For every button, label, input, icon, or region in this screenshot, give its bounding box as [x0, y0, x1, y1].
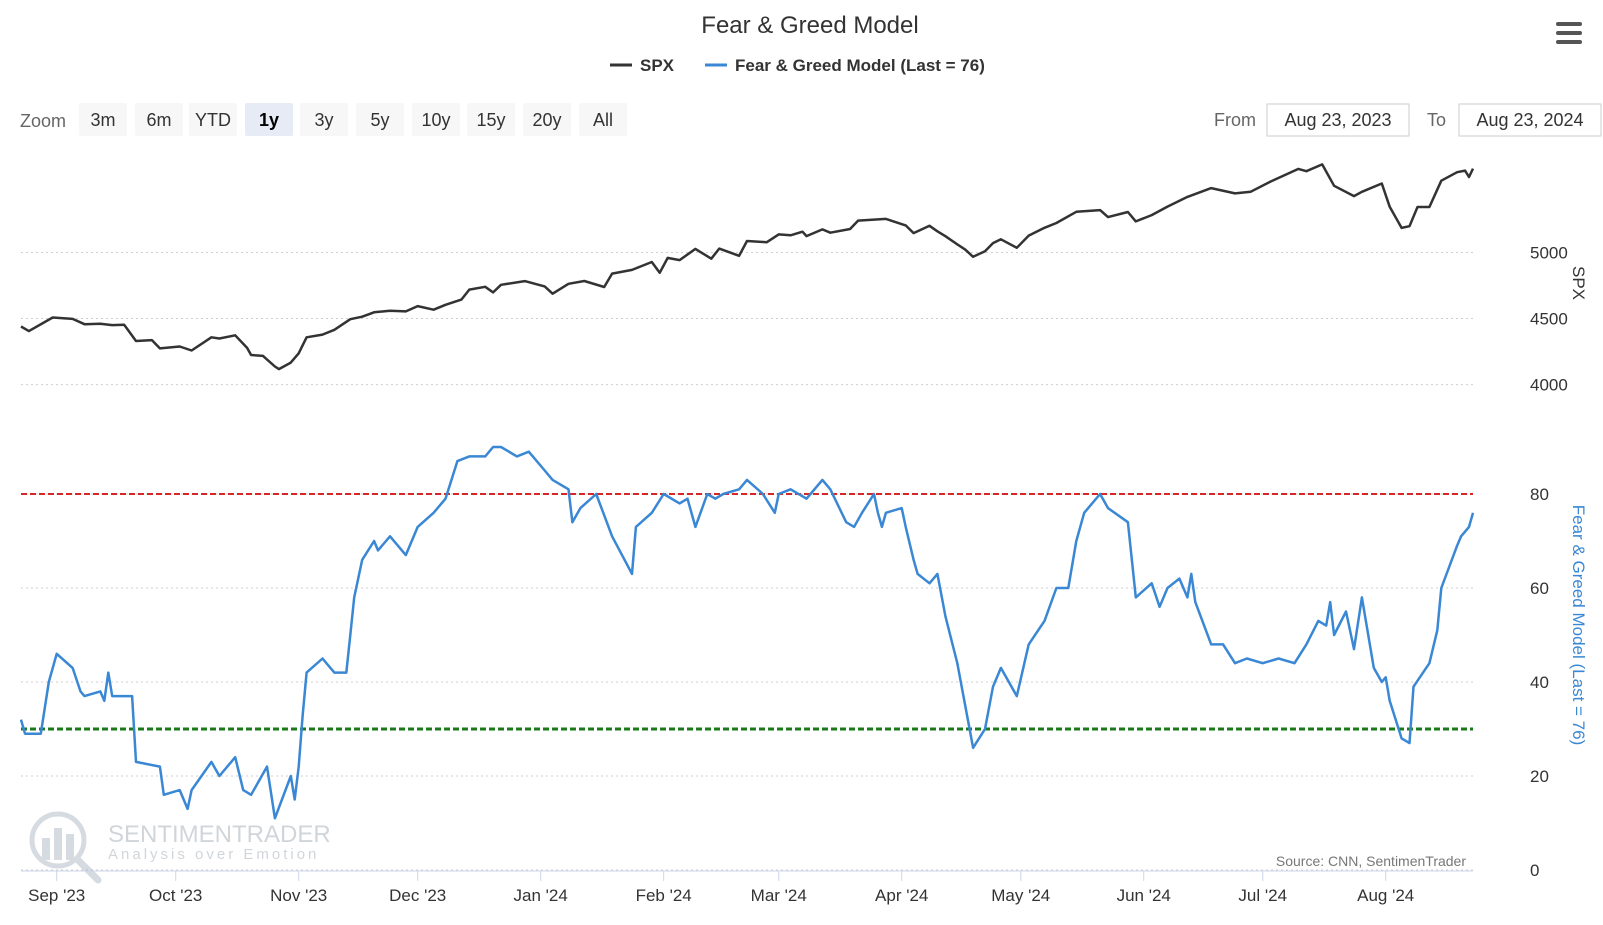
reference-lines — [21, 493, 1473, 731]
watermark-tagline: Analysis over Emotion — [108, 846, 319, 863]
y-tick-label: 20 — [1530, 767, 1549, 786]
zoom-button-label: 3m — [90, 110, 115, 130]
hamburger-menu-icon[interactable] — [1556, 22, 1582, 44]
to-date-value: Aug 23, 2024 — [1476, 110, 1583, 130]
y-axis-title: SPX — [1569, 266, 1588, 300]
zoom-button-label: YTD — [195, 110, 231, 130]
series-line-fear-greed — [19, 445, 1475, 820]
watermark-brand: SENTIMENTRADER — [108, 821, 331, 848]
legend: SPX Fear & Greed Model (Last = 76) — [610, 56, 985, 75]
zoom-button-1y[interactable]: 1y — [245, 103, 293, 136]
legend-item-spx[interactable]: SPX — [610, 56, 675, 75]
y-axis-title: Fear & Greed Model (Last = 76) — [1569, 505, 1588, 745]
zoom-button-label: All — [593, 110, 613, 130]
legend-item-fear-greed[interactable]: Fear & Greed Model (Last = 76) — [705, 56, 985, 75]
zoom-button-label: 15y — [476, 110, 505, 130]
series-line-spx — [20, 163, 1475, 371]
watermark-logo-icon — [29, 811, 102, 884]
x-tick-label: Mar '24 — [751, 886, 807, 905]
y-tick-label: 40 — [1530, 673, 1549, 692]
zoom-button-all[interactable]: All — [579, 103, 627, 136]
zoom-button-15y[interactable]: 15y — [467, 103, 515, 136]
y-tick-label: 60 — [1530, 579, 1549, 598]
from-date-input[interactable] — [1266, 103, 1410, 137]
legend-label-spx: SPX — [640, 56, 675, 75]
zoom-button-label: 3y — [314, 110, 333, 130]
series-layer — [19, 163, 1475, 820]
to-label: To — [1427, 110, 1446, 130]
chart-title: Fear & Greed Model — [701, 12, 918, 39]
y-tick-label: 80 — [1530, 485, 1549, 504]
zoom-button-20y[interactable]: 20y — [523, 103, 571, 136]
x-tick-label: Jan '24 — [514, 886, 568, 905]
source-note: Source: CNN, SentimenTrader — [1276, 853, 1466, 869]
zoom-button-10y[interactable]: 10y — [412, 103, 460, 136]
grid-layer — [21, 251, 1473, 871]
zoom-label: Zoom — [20, 111, 66, 131]
zoom-button-ytd[interactable]: YTD — [189, 103, 237, 136]
sentimentrader-watermark: SENTIMENTRADER Analysis over Emotion — [29, 811, 331, 884]
from-label: From — [1214, 110, 1256, 130]
date-range: From Aug 23, 2023 To Aug 23, 2024 — [1214, 103, 1602, 137]
x-tick-label: Jul '24 — [1238, 886, 1287, 905]
from-date-value: Aug 23, 2023 — [1284, 110, 1391, 130]
zoom-buttons: 3m 6m YTD 1y 3y 5y 10y 15y 20y All — [79, 103, 627, 136]
zoom-button-label: 6m — [146, 110, 171, 130]
x-tick-label: Apr '24 — [875, 886, 928, 905]
y-tick-label: 4500 — [1530, 310, 1568, 329]
zoom-control: Zoom 3m 6m YTD 1y 3y 5y 10y 15y 20y All — [20, 103, 627, 136]
y-tick-label: 0 — [1530, 861, 1539, 880]
zoom-button-3y[interactable]: 3y — [300, 103, 348, 136]
x-tick-label: Oct '23 — [149, 886, 202, 905]
zoom-button-label: 5y — [370, 110, 389, 130]
x-tick-label: Sep '23 — [28, 886, 85, 905]
x-tick-label: Feb '24 — [636, 886, 692, 905]
x-tick-label: Aug '24 — [1357, 886, 1414, 905]
x-tick-label: Nov '23 — [270, 886, 327, 905]
zoom-button-3m[interactable]: 3m — [79, 103, 127, 136]
legend-label-fear-greed: Fear & Greed Model (Last = 76) — [735, 56, 985, 75]
zoom-button-6m[interactable]: 6m — [135, 103, 183, 136]
zoom-button-label: 1y — [259, 110, 279, 130]
zoom-button-label: 20y — [532, 110, 561, 130]
y-tick-label: 4000 — [1530, 376, 1568, 395]
to-date-input[interactable] — [1458, 103, 1602, 137]
zoom-button-5y[interactable]: 5y — [356, 103, 404, 136]
x-tick-label: Dec '23 — [389, 886, 446, 905]
zoom-button-label: 10y — [421, 110, 450, 130]
y-tick-label: 5000 — [1530, 243, 1568, 262]
x-tick-label: Jun '24 — [1117, 886, 1171, 905]
x-tick-label: May '24 — [991, 886, 1050, 905]
